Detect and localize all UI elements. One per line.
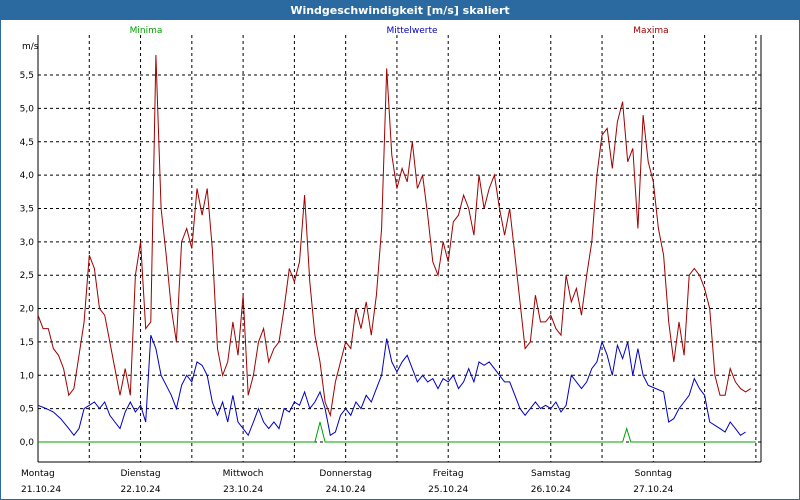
series-line-maxima [37,54,751,418]
x-tick-date-label: 23.10.24 [223,485,263,495]
x-tick-date-label: 22.10.24 [121,485,161,495]
y-tick-label: 4,5 [20,138,34,148]
y-tick-label: 2,5 [20,271,34,281]
y-tick-label: 3,0 [20,238,35,248]
legend: Minima Mittelwerte Maxima [130,26,669,36]
series-lines [37,54,756,443]
x-tick-day-label: Sonntag [635,469,672,479]
y-tick-label: 0,5 [20,405,34,415]
x-tick-day-label: Freitag [433,469,464,479]
y-tick-label: 4,0 [20,171,35,181]
y-tick-label: 1,0 [20,371,35,381]
x-tick-date-label: 26.10.24 [531,485,571,495]
y-axis-label: m/s [22,42,39,52]
chart-title: Windgeschwindigkeit [m/s] skaliert [1,1,799,20]
axes [37,35,762,463]
y-tick-label: 2,0 [20,305,35,315]
series-line-minima [38,421,756,443]
x-tick-date-label: 21.10.24 [21,485,61,495]
grid-lines [38,35,761,462]
x-tick-date-label: 27.10.24 [633,485,673,495]
x-tick-day-label: Donnerstag [319,469,372,479]
x-tick-day-label: Dienstag [120,469,160,479]
x-tick-date-label: 25.10.24 [428,485,468,495]
x-tick-labels: Montag 21.10.24 Dienstag 22.10.24 Mittwoch 23… [21,469,674,495]
y-tick-label: 5,5 [20,71,34,81]
legend-entry: Minima [130,26,163,36]
x-tick-day-label: Montag [21,469,55,479]
y-tick-label: 5,0 [20,104,35,114]
y-tick-label: 0,0 [20,438,35,448]
series-line-mittelwerte [37,335,746,437]
y-tick-label: 1,5 [20,338,34,348]
y-tick-label: 3,5 [20,204,34,214]
legend-entry: Mittelwerte [386,26,437,36]
legend-entry: Maxima [633,26,668,36]
x-tick-date-label: 24.10.24 [326,485,366,495]
x-tick-day-label: Mittwoch [223,469,264,479]
y-tick-labels: 0,0 0,5 1,0 1,5 2,0 2,5 3,0 3,5 4,0 4,5 5,0 5,5 [20,71,35,448]
x-tick-day-label: Samstag [531,469,570,479]
